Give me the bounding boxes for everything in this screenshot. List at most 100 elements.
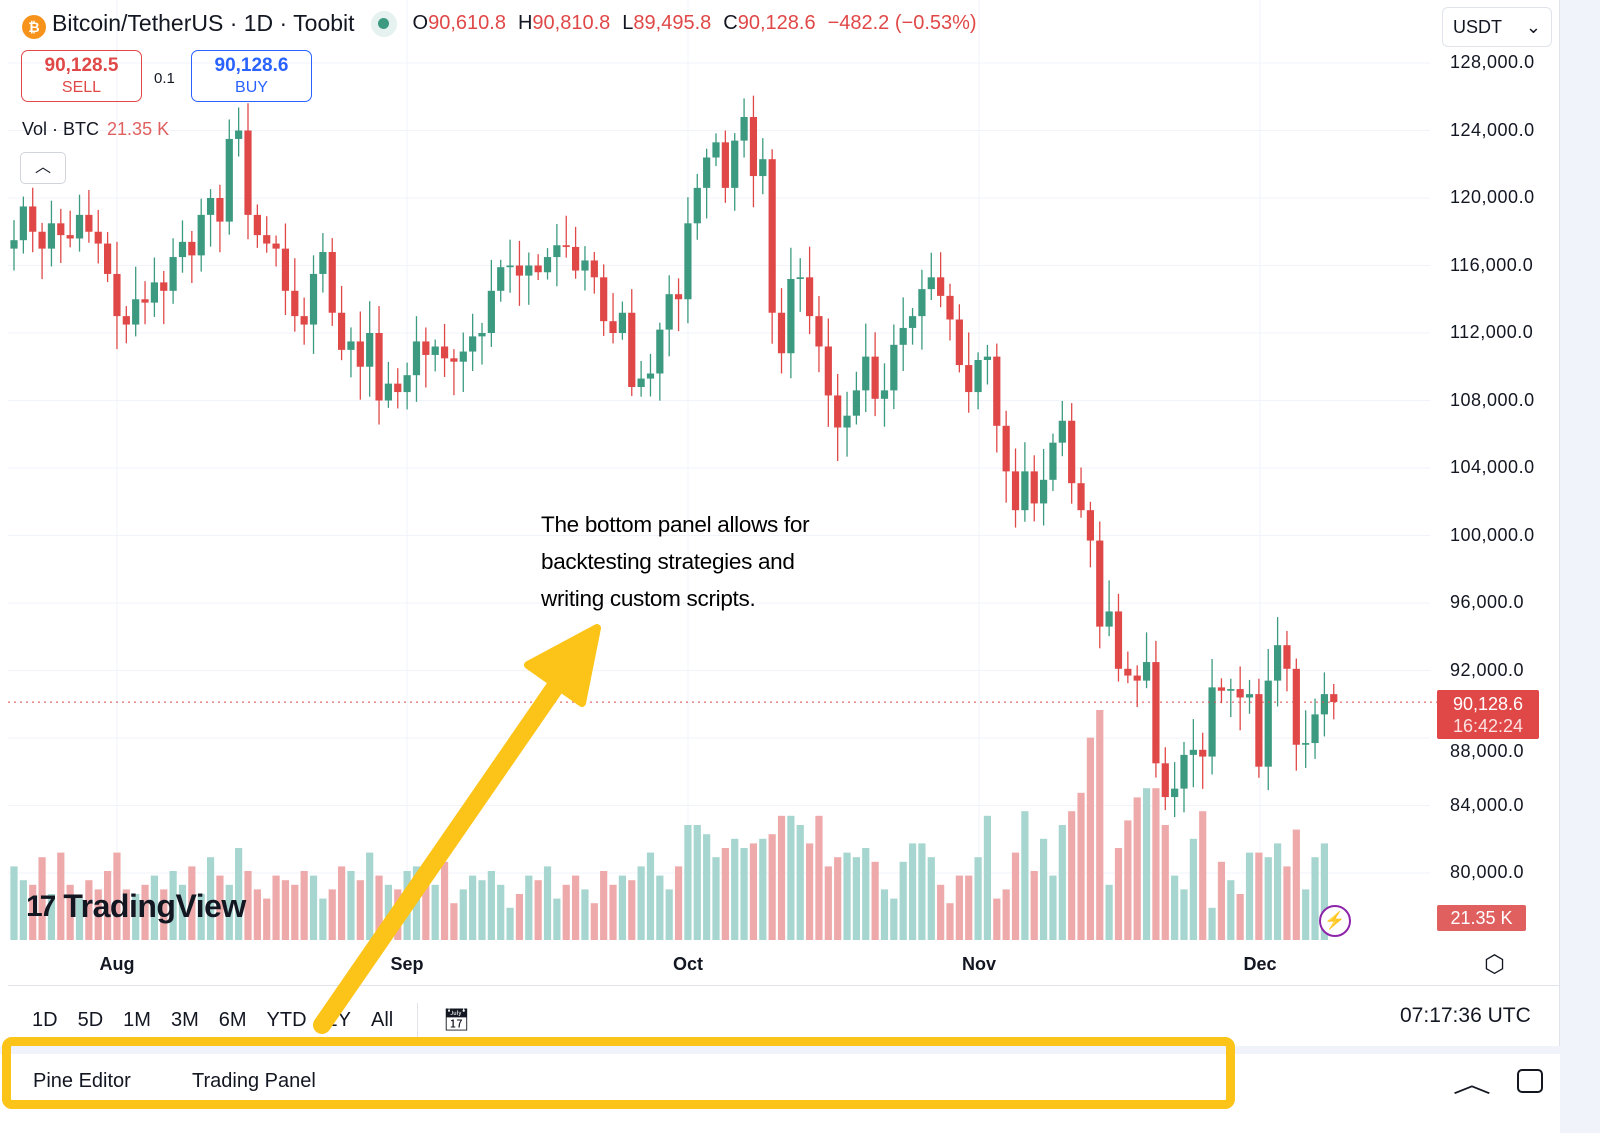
range-6m[interactable]: 6M bbox=[218, 1008, 247, 1031]
symbol-title[interactable]: Bitcoin/TetherUS · 1D · Toobit bbox=[52, 10, 355, 36]
candle-body bbox=[197, 214, 205, 256]
tab-trading-panel[interactable]: Trading Panel bbox=[192, 1070, 316, 1092]
volume-bar bbox=[1274, 843, 1282, 940]
tab-pine-editor[interactable]: Pine Editor bbox=[33, 1070, 131, 1092]
volume-bar bbox=[300, 871, 308, 940]
volume-bar bbox=[85, 880, 93, 940]
volume-bar bbox=[206, 857, 215, 940]
bottom-panel bbox=[8, 1054, 1560, 1133]
volume-bar bbox=[178, 884, 187, 940]
sell-button[interactable]: 90,128.5 SELL bbox=[21, 50, 142, 102]
volume-bar bbox=[403, 871, 411, 940]
candle-body bbox=[1217, 687, 1226, 691]
volume-bar bbox=[852, 857, 860, 940]
price-label: 96,000.0 bbox=[1450, 592, 1525, 612]
ohlc-low: L89,495.8 bbox=[622, 12, 711, 35]
month-label: Nov bbox=[961, 954, 997, 974]
expand-panel-icon[interactable]: ︿ bbox=[1452, 1071, 1492, 1098]
volume-bar bbox=[244, 871, 252, 940]
volume-bar bbox=[422, 875, 430, 940]
ohlc-close: C90,128.6 bbox=[723, 12, 815, 35]
candle-body bbox=[57, 223, 65, 236]
range-1y[interactable]: 1Y bbox=[326, 1008, 352, 1031]
clock[interactable]: 07:17:36 UTC bbox=[1400, 1004, 1531, 1027]
volume-legend[interactable]: Vol · BTC 21.35 K bbox=[22, 119, 169, 140]
volume-bar bbox=[983, 815, 992, 940]
volume-bar bbox=[1199, 811, 1207, 940]
candle-body bbox=[141, 299, 149, 303]
candle-body bbox=[927, 277, 935, 290]
candle-body bbox=[85, 214, 93, 232]
price-change: −482.2 (−0.53%) bbox=[827, 12, 977, 34]
candle-body bbox=[880, 390, 889, 399]
candle-body bbox=[1330, 694, 1338, 703]
volume-bar bbox=[75, 898, 84, 940]
go-to-date-icon[interactable]: 📅︎ bbox=[442, 1007, 471, 1032]
candle-body bbox=[216, 198, 224, 222]
volume-bar bbox=[66, 884, 74, 940]
volume-bar bbox=[235, 848, 243, 940]
volume-bar bbox=[169, 871, 177, 940]
volume-bar bbox=[534, 880, 542, 940]
range-1m[interactable]: 1M bbox=[123, 1008, 151, 1031]
price-label: 124,000.0 bbox=[1450, 119, 1535, 140]
volume-bar bbox=[384, 884, 392, 940]
high-label: H bbox=[517, 12, 533, 34]
volume-bar bbox=[1114, 848, 1123, 940]
candle-body bbox=[459, 351, 467, 362]
lightning-icon[interactable]: ⚡ bbox=[1319, 905, 1351, 937]
maximize-panel-icon[interactable] bbox=[1517, 1069, 1543, 1093]
candle-body bbox=[918, 289, 926, 317]
volume-bar bbox=[684, 825, 692, 940]
settings-icon[interactable]: ⬡ bbox=[1484, 951, 1505, 978]
volume-bar bbox=[637, 866, 645, 940]
currency-select[interactable]: USDT ⌄ bbox=[1442, 7, 1552, 47]
range-1d[interactable]: 1D bbox=[32, 1008, 58, 1031]
range-ytd[interactable]: YTD bbox=[266, 1008, 307, 1031]
right-sidebar-strip bbox=[1560, 0, 1600, 1133]
month-label: Dec bbox=[1243, 954, 1277, 974]
volume-bar bbox=[731, 838, 739, 940]
sell-label: SELL bbox=[61, 79, 102, 96]
volume-bar bbox=[946, 903, 954, 940]
collapse-legend-button[interactable]: ︿ bbox=[20, 152, 66, 184]
volume-bar bbox=[431, 884, 439, 940]
tradingview-logo[interactable]: 17 TradingView bbox=[26, 888, 246, 925]
volume-bar bbox=[1292, 829, 1300, 940]
candle-body bbox=[712, 142, 720, 158]
candle-body bbox=[10, 240, 18, 249]
candle-body bbox=[562, 245, 570, 247]
spread: 0.1 bbox=[154, 70, 175, 87]
candlestick-chart[interactable] bbox=[0, 0, 1440, 950]
volume-bar bbox=[824, 866, 832, 940]
range-3m[interactable]: 3M bbox=[170, 1008, 199, 1031]
price-label: 128,000.0 bbox=[1450, 52, 1535, 72]
candle-body bbox=[862, 356, 870, 391]
price-label: 84,000.0 bbox=[1450, 794, 1525, 815]
candle-body bbox=[572, 246, 580, 271]
market-status-icon[interactable] bbox=[370, 10, 397, 37]
candle-body bbox=[1320, 694, 1328, 715]
candle-body bbox=[1189, 749, 1197, 755]
annotation-text: The bottom panel allows for backtesting … bbox=[541, 506, 881, 617]
candle-body bbox=[674, 294, 683, 300]
range-all[interactable]: All bbox=[371, 1008, 394, 1031]
volume-bar bbox=[1096, 710, 1104, 940]
buy-button[interactable]: 90,128.6 BUY bbox=[191, 50, 312, 102]
volume-bar bbox=[225, 884, 233, 940]
candle-body bbox=[693, 187, 701, 224]
divider bbox=[8, 985, 1560, 986]
candle-body bbox=[1068, 420, 1076, 484]
volume-bar bbox=[693, 825, 701, 940]
candle-body bbox=[384, 383, 392, 401]
range-5d[interactable]: 5D bbox=[77, 1008, 104, 1031]
volume-bar bbox=[1245, 852, 1254, 940]
candle-body bbox=[1021, 471, 1029, 511]
candle-body bbox=[300, 316, 308, 325]
volume-bar bbox=[768, 834, 776, 940]
price-label: 108,000.0 bbox=[1450, 389, 1535, 410]
highlight-box bbox=[2, 1037, 1235, 1109]
candle-body bbox=[777, 312, 786, 354]
volume-bar bbox=[572, 875, 580, 940]
candle-body bbox=[469, 336, 477, 352]
